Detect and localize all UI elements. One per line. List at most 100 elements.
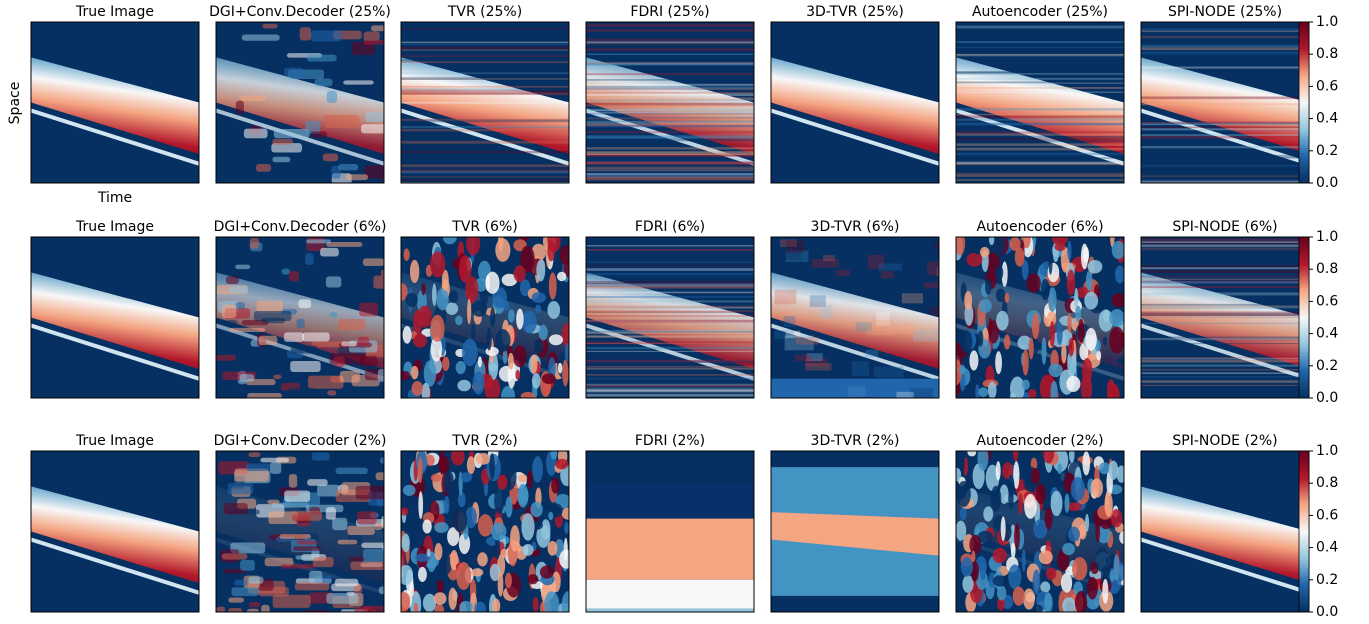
image-noise: [363, 40, 396, 45]
colorbar-tick-label: 0.8: [1316, 261, 1338, 277]
image-noise: [1104, 492, 1112, 517]
image-noise: [442, 357, 449, 371]
image-noise: [530, 502, 543, 517]
image-noise: [1141, 276, 1309, 277]
image-noise: [1065, 494, 1070, 513]
panel-title: FDRI (25%): [630, 4, 709, 20]
image-noise: [295, 583, 330, 591]
image-noise: [1141, 372, 1309, 373]
image-noise: [494, 487, 504, 514]
image-noise: [551, 477, 559, 493]
panel-title: Autoencoder (25%): [972, 4, 1108, 20]
image-noise: [957, 481, 971, 507]
image-noise: [326, 242, 362, 247]
image-noise: [434, 604, 444, 619]
image-band: [586, 609, 754, 620]
image-noise: [298, 299, 311, 308]
image-noise: [956, 26, 1124, 29]
image-noise: [977, 330, 983, 346]
panel-image: [952, 442, 1128, 619]
image-noise: [548, 512, 553, 520]
image-noise: [521, 513, 534, 541]
image-noise: [365, 112, 384, 122]
image-noise: [586, 296, 754, 298]
image-noise: [959, 365, 965, 375]
image-noise: [273, 595, 311, 608]
image-noise: [320, 248, 339, 257]
image-noise: [586, 84, 754, 86]
image-noise: [980, 563, 986, 580]
image-noise: [323, 153, 338, 161]
image-noise: [397, 592, 410, 612]
image-noise: [405, 293, 417, 307]
image-noise: [913, 330, 942, 342]
image-noise: [449, 290, 459, 303]
image-noise: [586, 292, 754, 294]
image-noise: [228, 608, 242, 620]
image-noise: [586, 330, 754, 333]
image-noise: [1095, 548, 1109, 573]
image-noise: [222, 553, 248, 559]
image-noise: [491, 522, 506, 540]
image-noise: [996, 311, 1009, 331]
image-noise: [401, 179, 569, 181]
image-noise: [956, 78, 1124, 80]
colorbar: [1299, 451, 1309, 612]
image-noise: [1015, 247, 1025, 266]
image-noise: [272, 157, 290, 163]
image-noise: [244, 129, 268, 139]
image-noise: [960, 330, 972, 353]
image-noise: [488, 363, 497, 371]
image-noise: [544, 591, 559, 618]
image-noise: [472, 371, 484, 394]
image-noise: [1141, 146, 1309, 148]
image-noise: [334, 356, 345, 367]
image-noise: [432, 283, 437, 306]
image-noise: [236, 302, 245, 309]
image-noise: [991, 486, 1002, 512]
image-noise: [1141, 286, 1309, 288]
image-noise: [1050, 381, 1057, 407]
image-noise: [956, 115, 1124, 118]
image-noise: [290, 361, 320, 372]
panel-image: [216, 451, 410, 620]
image-noise: [1011, 543, 1016, 559]
image-noise: [1141, 385, 1309, 386]
image-noise: [367, 609, 378, 620]
panel-title: DGI+Conv.Decoder (25%): [209, 4, 391, 20]
image-noise: [1042, 337, 1047, 365]
image-noise: [284, 332, 304, 342]
image-noise: [516, 309, 523, 330]
image-noise: [586, 125, 754, 127]
panel-image: [586, 237, 754, 398]
image-noise: [786, 331, 801, 338]
image-noise: [517, 449, 532, 469]
image-noise: [1072, 557, 1087, 580]
image-noise: [956, 81, 1124, 83]
image-noise: [586, 335, 754, 338]
image-noise: [513, 345, 527, 367]
image-noise: [1068, 527, 1080, 542]
image-noise: [292, 511, 322, 521]
image-noise: [282, 268, 290, 274]
image-noise: [515, 370, 520, 380]
image-noise: [1075, 591, 1087, 614]
image-noise: [1096, 350, 1101, 360]
panel-image: [31, 237, 199, 398]
image-noise: [489, 453, 495, 480]
image-noise: [586, 178, 754, 180]
image-noise: [338, 164, 358, 170]
image-noise: [444, 470, 454, 495]
image-noise: [422, 519, 431, 533]
image-noise: [988, 318, 992, 337]
image-noise: [956, 54, 1124, 55]
image-noise: [503, 301, 509, 311]
panel-title: TVR (25%): [447, 4, 522, 20]
image-noise: [547, 301, 560, 319]
image-noise: [1103, 310, 1110, 322]
image-noise: [1141, 122, 1309, 124]
image-noise: [956, 157, 1124, 159]
image-noise: [456, 562, 471, 590]
image-noise: [1014, 523, 1020, 549]
image-noise: [586, 131, 754, 133]
